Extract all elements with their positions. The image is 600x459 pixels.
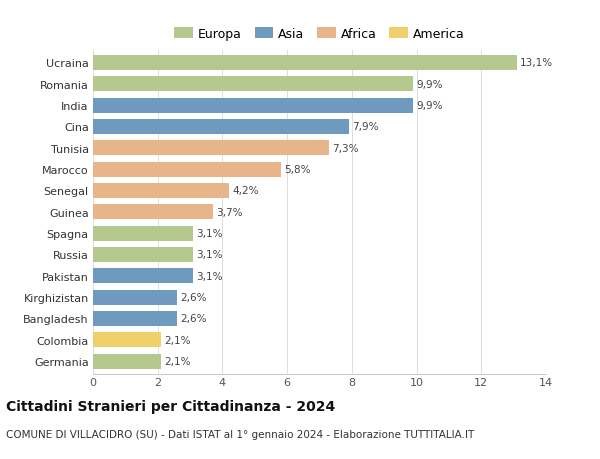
Text: 2,1%: 2,1% bbox=[164, 356, 191, 366]
Text: 3,1%: 3,1% bbox=[197, 229, 223, 239]
Text: 2,6%: 2,6% bbox=[181, 314, 207, 324]
Bar bbox=[93, 333, 161, 347]
Text: 13,1%: 13,1% bbox=[520, 58, 553, 68]
Text: 9,9%: 9,9% bbox=[416, 79, 443, 90]
Bar bbox=[93, 56, 517, 71]
Bar bbox=[93, 77, 413, 92]
Text: 3,7%: 3,7% bbox=[216, 207, 242, 217]
Text: 3,1%: 3,1% bbox=[197, 250, 223, 260]
Text: Cittadini Stranieri per Cittadinanza - 2024: Cittadini Stranieri per Cittadinanza - 2… bbox=[6, 399, 335, 413]
Text: 5,8%: 5,8% bbox=[284, 165, 310, 175]
Bar bbox=[93, 141, 329, 156]
Bar bbox=[93, 269, 193, 284]
Text: 2,1%: 2,1% bbox=[164, 335, 191, 345]
Text: COMUNE DI VILLACIDRO (SU) - Dati ISTAT al 1° gennaio 2024 - Elaborazione TUTTITA: COMUNE DI VILLACIDRO (SU) - Dati ISTAT a… bbox=[6, 429, 474, 439]
Text: 3,1%: 3,1% bbox=[197, 271, 223, 281]
Text: 2,6%: 2,6% bbox=[181, 292, 207, 302]
Bar bbox=[93, 247, 193, 262]
Bar bbox=[93, 184, 229, 198]
Bar bbox=[93, 120, 349, 134]
Bar bbox=[93, 311, 177, 326]
Text: 4,2%: 4,2% bbox=[232, 186, 259, 196]
Bar bbox=[93, 354, 161, 369]
Text: 7,9%: 7,9% bbox=[352, 122, 379, 132]
Legend: Europa, Asia, Africa, America: Europa, Asia, Africa, America bbox=[175, 28, 464, 41]
Bar bbox=[93, 226, 193, 241]
Bar bbox=[93, 290, 177, 305]
Bar bbox=[93, 205, 213, 220]
Text: 7,3%: 7,3% bbox=[332, 143, 359, 153]
Bar bbox=[93, 162, 281, 177]
Bar bbox=[93, 98, 413, 113]
Text: 9,9%: 9,9% bbox=[416, 101, 443, 111]
